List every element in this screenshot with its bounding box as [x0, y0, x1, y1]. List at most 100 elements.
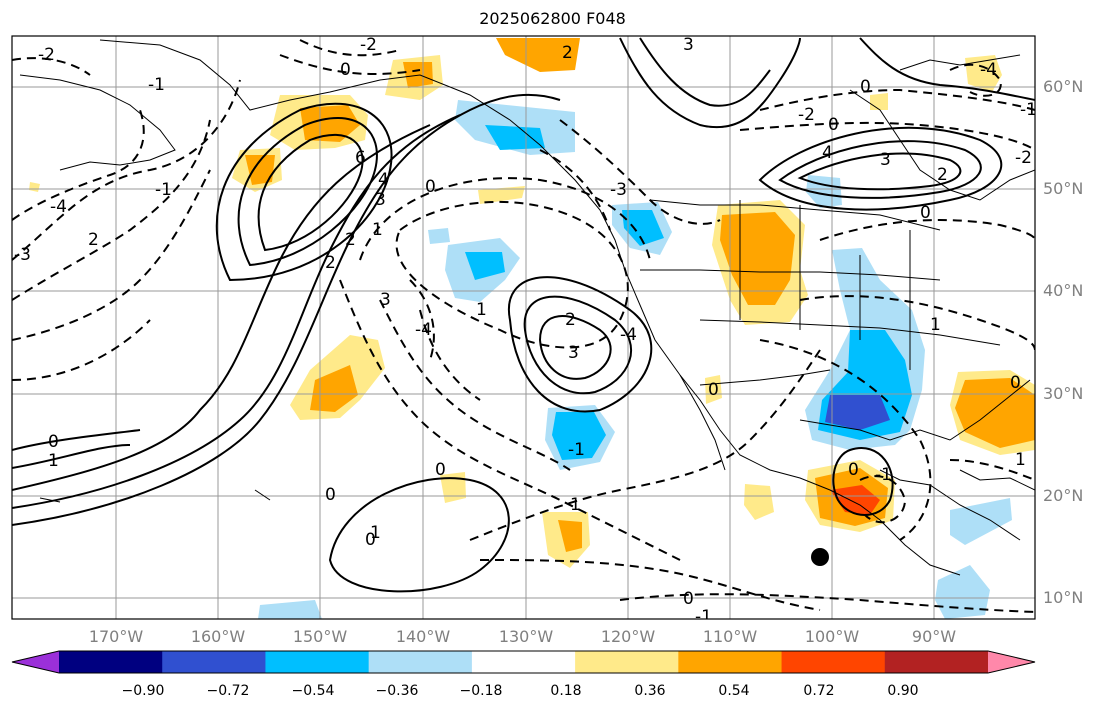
colorbar-extend-low [12, 651, 59, 673]
positive-contour [507, 276, 653, 413]
contour-label: 0 [860, 77, 871, 97]
contour-label: 2 [345, 230, 356, 250]
positive-contour [215, 102, 393, 282]
contour-label: -4 [980, 60, 997, 80]
positive-contour [12, 114, 461, 509]
positive-contour [758, 126, 1003, 211]
contour-label: 0 [1010, 373, 1021, 393]
contour-label: 1 [370, 523, 381, 543]
colorbar-tick-label: −0.54 [291, 683, 335, 699]
lon-label: 110°W [702, 627, 758, 646]
positive-anomaly-area [830, 485, 880, 515]
positive-anomaly-area [705, 375, 722, 404]
positive-contour [12, 93, 561, 526]
contour-label: 3 [880, 150, 891, 170]
contour-label: 0 [920, 203, 931, 223]
graticule [12, 36, 1035, 619]
lat-label: 20°N [1043, 486, 1084, 505]
negative-contour [759, 339, 932, 541]
positive-contour [778, 140, 982, 199]
negative-contour [339, 279, 681, 561]
colorbar-tick-label: 0.90 [887, 683, 919, 699]
colorbar-bin [368, 651, 473, 673]
negative-contour [12, 119, 211, 301]
positive-contour [12, 124, 431, 491]
positive-anomaly-area [300, 105, 360, 142]
positive-anomaly-area [744, 484, 774, 520]
negative-contour [279, 39, 421, 75]
shaded-anomaly-areas [29, 38, 1035, 619]
contour-label: -2 [1015, 148, 1032, 168]
contour-label: 0 [828, 115, 839, 135]
colorbar-extend-high [988, 651, 1035, 673]
positive-contour [257, 134, 364, 252]
colorbar-bin [884, 651, 989, 673]
negative-contour [819, 219, 1035, 241]
contour-label: 3 [375, 190, 386, 210]
lon-label: 120°W [600, 627, 656, 646]
positive-contour [12, 429, 141, 469]
negative-anomaly-area [428, 228, 450, 244]
contour-label: 2 [562, 43, 573, 63]
lon-label: 170°W [88, 627, 144, 646]
contour-label: 1 [48, 451, 59, 471]
contour-label: 3 [380, 290, 391, 310]
negative-anomaly-area [622, 210, 664, 246]
negative-contour [12, 57, 91, 76]
lat-label: 50°N [1043, 179, 1084, 198]
colorbar-bin [59, 651, 163, 673]
contour-label: 3 [568, 343, 579, 363]
negative-contour [409, 279, 435, 361]
contour-label: 0 [848, 460, 859, 480]
contour-label: 4 [822, 143, 833, 163]
lon-label: 130°W [498, 627, 554, 646]
positive-contour [859, 37, 1035, 101]
map-title: 2025062800 F048 [479, 9, 626, 28]
negative-anomaly-area [485, 125, 545, 150]
contour-label: -3 [610, 180, 627, 200]
contour-label: 1 [1015, 450, 1026, 470]
colorbar-tick-label: 0.36 [634, 683, 666, 699]
colorbar-tick-label: −0.90 [121, 683, 165, 699]
negative-anomaly-area [935, 565, 990, 619]
colorbar-tick-label: −0.18 [459, 683, 503, 699]
colorbar-bin [575, 651, 679, 673]
negative-contour [12, 169, 211, 341]
lon-label: 140°W [395, 627, 451, 646]
negative-contour [799, 295, 1035, 351]
contour-label: -2 [360, 35, 377, 55]
contour-label: -4 [415, 320, 432, 340]
colorbar-tick-label: 0.18 [550, 683, 582, 699]
contour-label: 0 [425, 177, 436, 197]
contour-labels: -2 -2 0 2 -1 3 -2 -4 -1 0 0 6 -4 3 4 0 -… [14, 35, 1035, 627]
lat-label: 60°N [1043, 77, 1084, 96]
negative-contour [12, 79, 241, 261]
negative-contour [395, 200, 629, 349]
positive-anomaly-area [440, 472, 466, 503]
contour-label: -1 [155, 180, 172, 200]
negative-anomaly-area [258, 600, 322, 619]
colorbar-tick-label: −0.72 [206, 683, 250, 699]
colorbar-tick-label: −0.36 [375, 683, 419, 699]
contour-label: -3 [14, 245, 31, 265]
colorbar-bin [781, 651, 886, 673]
negative-anomaly-area [825, 395, 890, 430]
positive-contour [619, 37, 801, 129]
lon-label: 100°W [804, 627, 860, 646]
contour-label: -1 [695, 607, 712, 627]
negative-contour [949, 459, 1035, 481]
contour-label: -1 [568, 440, 585, 460]
positive-contour [832, 447, 894, 516]
colorbar-tick-label: 0.54 [718, 683, 750, 699]
negative-contour [559, 119, 721, 225]
contour-label: 3 [683, 35, 694, 55]
contour-label: 0 [435, 460, 446, 480]
positive-anomaly-area [478, 186, 525, 204]
contour-label: 0 [48, 432, 59, 452]
contour-label: 6 [355, 148, 366, 168]
negative-contour [949, 63, 1002, 97]
lon-label: 150°W [292, 627, 348, 646]
positive-contour [237, 116, 378, 267]
contour-label: 4 [378, 170, 389, 190]
